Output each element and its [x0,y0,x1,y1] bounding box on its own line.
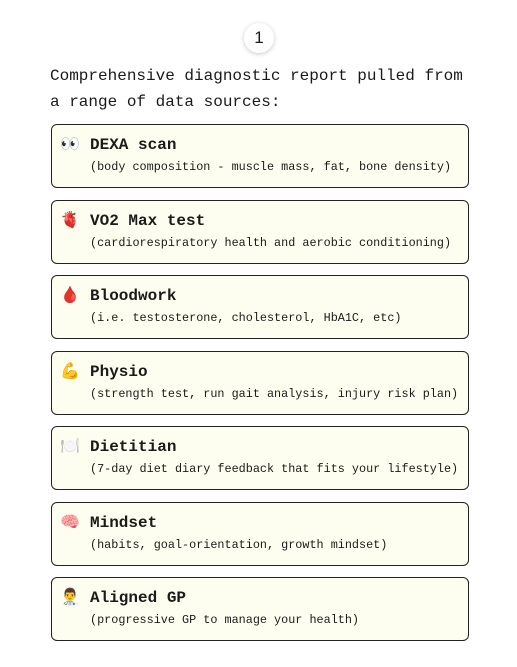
source-description: (cardiorespiratory health and aerobic co… [90,235,452,250]
source-list: 👀 DEXA scan (body composition - muscle mas… [51,124,469,653]
source-description: (i.e. testosterone, cholesterol, HbA1C, … [90,311,402,325]
source-description: (progressive GP to manage your health) [90,613,360,627]
source-title: Dietitian [90,438,177,456]
source-card: 👀 DEXA scan (body composition - muscle mas… [51,124,469,188]
source-icon: 💪 [60,360,80,380]
step-number: 1 [244,23,274,53]
source-title: Mindset [90,513,158,532]
source-icon: 🩸 [60,285,80,304]
source-description: (strength test, run gait analysis, injur… [90,386,459,401]
source-card: 🩸 Bloodwork (i.e. testosterone, cholestero… [51,275,469,339]
source-description: (7-day diet diary feedback that fits you… [90,462,459,476]
source-icon: 🍽️ [60,436,80,455]
source-card: 🫀 VO2 Max test (cardiorespiratory health a… [51,199,469,264]
source-title: VO2 Max test [90,211,206,230]
source-card: 👨‍⚕️ Aligned GP (progressive GP to manage … [51,577,469,641]
source-card: 💪 Physio (strength test, run gait analysis… [51,350,469,415]
source-card: 🍽️ Dietitian (7-day diet diary feedback th… [51,426,469,490]
source-icon: 🫀 [60,209,80,229]
source-title: Bloodwork [90,287,177,305]
source-description: (habits, goal-orientation, growth mindse… [90,537,388,552]
source-icon: 👨‍⚕️ [60,587,80,606]
source-card: 🧠 Mindset (habits, goal-orientation, growt… [51,501,469,566]
source-icon: 🧠 [60,511,80,531]
source-description: (body composition - muscle mass, fat, bo… [90,160,452,174]
source-icon: 👀 [60,134,80,153]
source-title: Physio [90,362,148,381]
intro-text: Comprehensive diagnostic report pulled f… [50,67,463,111]
source-title: DEXA scan [90,136,177,154]
source-title: Aligned GP [90,589,187,607]
